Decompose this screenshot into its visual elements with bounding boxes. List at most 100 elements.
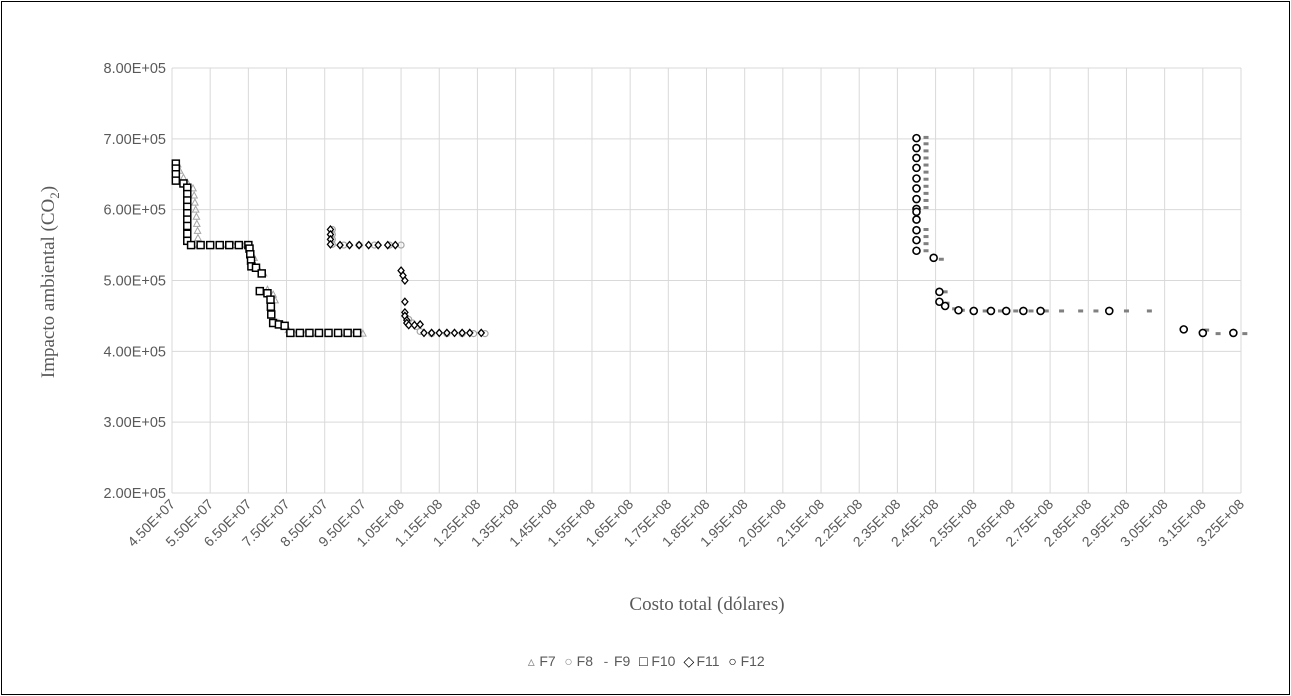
legend-marker-square-icon: □ (639, 653, 648, 669)
legend-marker-dash-icon: - (603, 653, 609, 669)
point-f10 (343, 328, 352, 338)
legend-label: F7 (539, 653, 556, 669)
y-tick-labels: 2.00E+05 3.00E+05 4.00E+05 5.00E+05 6.00E+05… (104, 61, 167, 502)
point-f12 (912, 235, 921, 245)
point-f10 (257, 269, 266, 278)
point-f11 (401, 276, 409, 285)
point-f11 (404, 320, 413, 330)
point-f9 (1059, 309, 1065, 313)
point-f10 (171, 176, 181, 185)
legend-marker-triangle-icon: ▵ (527, 653, 535, 669)
point-f9 (1123, 309, 1129, 313)
data-points (171, 133, 1248, 338)
y-tick-label: 2.00E+05 (104, 486, 167, 502)
point-f9 (923, 184, 929, 188)
point-f10 (305, 328, 314, 338)
point-f9 (1093, 309, 1099, 313)
point-f12 (912, 246, 921, 256)
point-f10 (251, 263, 261, 272)
point-f9 (923, 149, 929, 153)
point-f11 (458, 328, 467, 338)
point-f9 (923, 206, 929, 210)
series-f11 (326, 225, 486, 338)
point-f9 (1043, 309, 1049, 313)
point-f7 (193, 226, 202, 234)
point-f12 (929, 253, 938, 263)
point-f12 (912, 215, 921, 224)
point-f9 (923, 163, 929, 167)
point-f10 (314, 328, 324, 338)
point-f11 (345, 240, 354, 250)
point-f12 (1198, 328, 1208, 338)
point-f11 (355, 240, 363, 250)
point-f9 (923, 135, 929, 139)
y-tick-label: 4.00E+05 (104, 344, 167, 360)
point-f9 (923, 235, 929, 239)
point-f12 (912, 133, 921, 143)
point-f12 (1019, 306, 1028, 316)
point-f9 (923, 191, 929, 195)
legend-item-f10: □ F10 (638, 653, 675, 669)
point-f11 (443, 328, 451, 338)
point-f12 (935, 297, 944, 307)
point-f12 (912, 225, 921, 235)
point-f9 (923, 198, 929, 202)
point-f10 (352, 328, 362, 338)
point-f12 (986, 306, 996, 316)
y-tick-label: 7.00E+05 (104, 132, 167, 148)
point-f10 (280, 321, 289, 331)
point-f12 (912, 163, 921, 173)
y-tick-label: 3.00E+05 (104, 415, 167, 431)
point-f9 (1146, 309, 1152, 313)
point-f9 (938, 257, 944, 261)
point-f10 (215, 240, 224, 250)
point-f12 (1036, 306, 1045, 316)
point-f11 (420, 328, 428, 338)
series-f12 (912, 133, 1238, 338)
point-f11 (465, 328, 474, 338)
y-tick-label: 5.00E+05 (104, 274, 167, 290)
point-f11 (416, 319, 425, 329)
point-f10 (196, 240, 205, 250)
point-f12 (912, 207, 921, 217)
point-f10 (234, 240, 244, 250)
point-f10 (286, 328, 295, 338)
point-f9 (923, 228, 929, 231)
point-f7 (192, 219, 201, 227)
point-f11 (383, 240, 392, 250)
point-f10 (295, 328, 305, 338)
point-f12 (912, 174, 921, 183)
point-f9 (1013, 309, 1019, 313)
y-tick-label: 6.00E+05 (104, 203, 167, 219)
legend-label: F11 (696, 653, 720, 669)
point-f11 (450, 328, 459, 338)
point-f10 (255, 286, 265, 296)
point-f12 (912, 143, 921, 153)
point-f12 (912, 153, 921, 163)
point-f11 (435, 328, 444, 338)
point-f12 (969, 306, 979, 316)
point-f10 (324, 328, 333, 338)
series-f9 (923, 135, 1248, 336)
point-f7 (190, 198, 199, 206)
point-f9 (923, 249, 929, 253)
legend-item-f7: ▵ F7 (526, 653, 556, 670)
point-f11 (410, 320, 419, 330)
point-f11 (391, 240, 400, 250)
point-f12 (935, 287, 944, 297)
point-f11 (427, 328, 436, 338)
point-f10 (183, 229, 192, 238)
x-axis-title: Costo total (dólares) (629, 594, 784, 615)
point-f10 (183, 221, 192, 231)
legend-marker-circle-small-icon: ○ (564, 653, 573, 669)
y-tick-label: 8.00E+05 (104, 61, 167, 77)
point-f12 (1179, 325, 1189, 334)
point-f10 (225, 240, 234, 250)
legend-item-f12: ○ F12 (728, 653, 764, 669)
point-f11 (336, 240, 344, 250)
point-f11 (477, 328, 486, 338)
point-f9 (1078, 309, 1084, 313)
legend-label: F10 (651, 653, 676, 669)
point-f12 (1001, 306, 1011, 316)
